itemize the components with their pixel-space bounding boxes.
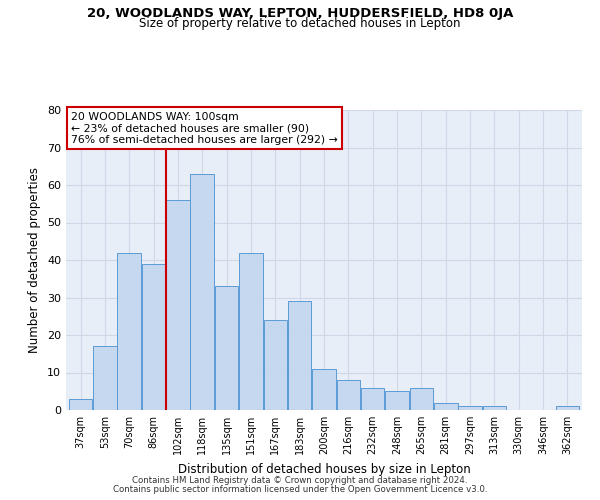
Bar [385,391,409,410]
Text: Contains public sector information licensed under the Open Government Licence v3: Contains public sector information licen… [113,485,487,494]
Bar [239,252,263,410]
Bar [410,388,433,410]
Bar [288,301,311,410]
Bar [434,402,458,410]
Bar [118,252,141,410]
Bar [93,346,117,410]
Bar [166,200,190,410]
Bar [215,286,238,410]
Y-axis label: Number of detached properties: Number of detached properties [28,167,41,353]
Bar [142,264,166,410]
Text: Contains HM Land Registry data © Crown copyright and database right 2024.: Contains HM Land Registry data © Crown c… [132,476,468,485]
Bar [190,174,214,410]
Bar [263,320,287,410]
Text: 20 WOODLANDS WAY: 100sqm
← 23% of detached houses are smaller (90)
76% of semi-d: 20 WOODLANDS WAY: 100sqm ← 23% of detach… [71,112,338,144]
Bar [556,406,579,410]
Text: 20, WOODLANDS WAY, LEPTON, HUDDERSFIELD, HD8 0JA: 20, WOODLANDS WAY, LEPTON, HUDDERSFIELD,… [87,8,513,20]
Bar [458,406,482,410]
Bar [69,399,92,410]
Bar [312,369,336,410]
X-axis label: Distribution of detached houses by size in Lepton: Distribution of detached houses by size … [178,462,470,475]
Text: Size of property relative to detached houses in Lepton: Size of property relative to detached ho… [139,18,461,30]
Bar [482,406,506,410]
Bar [337,380,360,410]
Bar [361,388,385,410]
